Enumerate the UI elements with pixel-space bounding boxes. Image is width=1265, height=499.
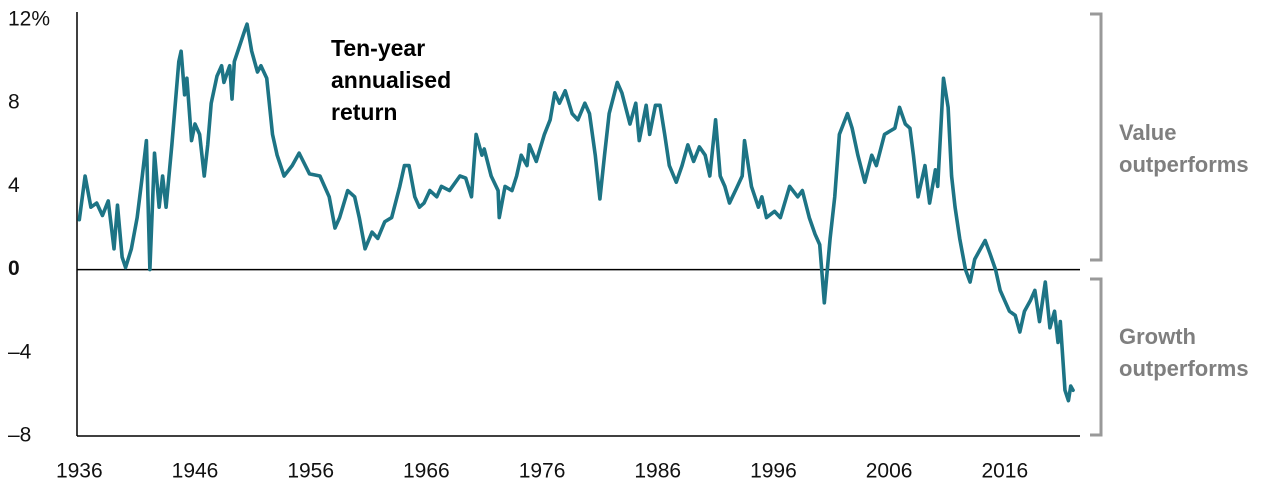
line	[77, 22, 1075, 403]
annotation: annualised	[331, 67, 451, 93]
growth-label: Growth	[1119, 324, 1196, 349]
y-tick-label: 0	[8, 257, 20, 280]
y-tick-label: 12%	[8, 8, 50, 31]
x-tick-label: 2016	[981, 460, 1028, 483]
y-tick-label: –8	[8, 424, 31, 447]
x-tick-label: 1996	[750, 460, 797, 483]
y-tick-label: 4	[8, 174, 20, 197]
x-tick-label: 1966	[403, 460, 450, 483]
x-tick-label: 1986	[634, 460, 681, 483]
annotation: return	[331, 99, 397, 125]
value-label: outperforms	[1119, 152, 1249, 177]
annotation: Ten-year	[331, 35, 425, 61]
x-tick-label: 1956	[287, 460, 334, 483]
growth-label: outperforms	[1119, 356, 1249, 381]
x-tick-label: 1946	[172, 460, 219, 483]
value-bracket	[1090, 12, 1103, 262]
x-tick-label: 1976	[519, 460, 566, 483]
y-tick-label: –4	[8, 340, 32, 363]
x-tick-label: 1936	[56, 460, 103, 483]
value-label: Value	[1119, 120, 1176, 145]
growth-bracket	[1090, 277, 1103, 437]
x-tick-label: 2006	[866, 460, 913, 483]
y-tick-label: 8	[8, 91, 20, 114]
